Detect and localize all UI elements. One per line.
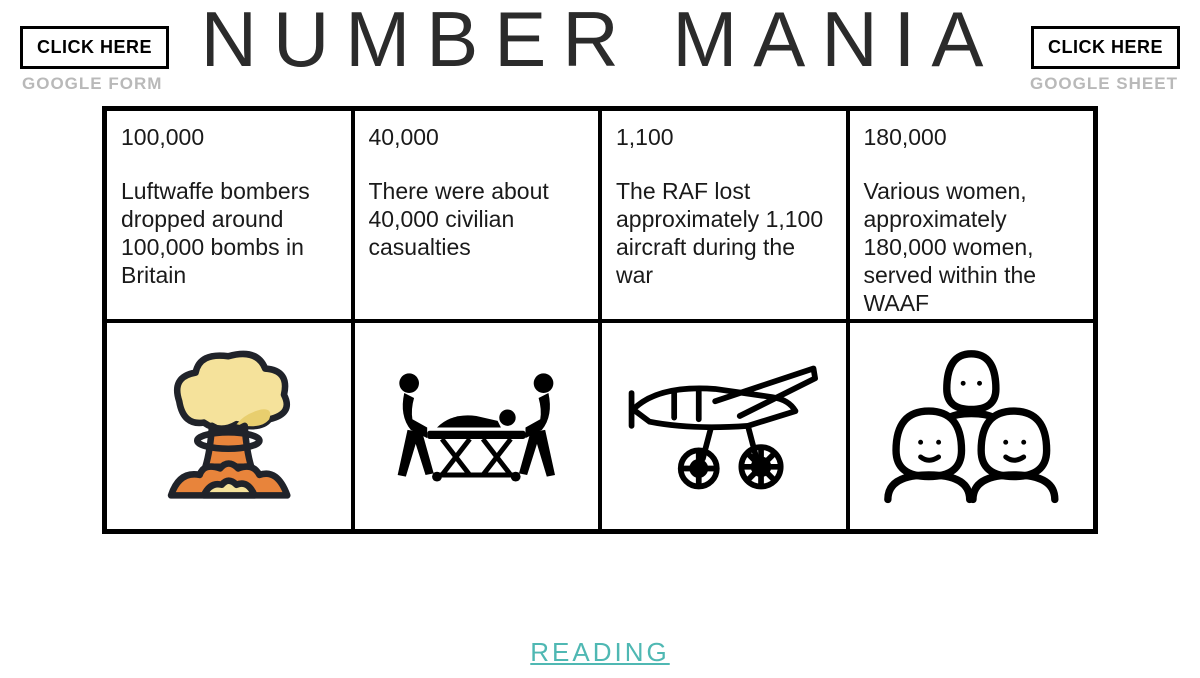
click-here-right-button[interactable]: CLICK HERE	[1031, 26, 1180, 69]
click-here-left-button[interactable]: CLICK HERE	[20, 26, 169, 69]
fact-number: 40,000	[369, 123, 585, 151]
stretcher-icon	[378, 344, 575, 508]
icon-cell-2	[353, 321, 601, 531]
fact-text: Various women, approximately 180,000 wom…	[864, 177, 1080, 317]
fact-text: There were about 40,000 civilian casualt…	[369, 177, 585, 261]
fact-cell-1: 100,000 Luftwaffe bombers dropped around…	[105, 109, 353, 321]
explosion-icon	[130, 344, 327, 508]
women-group-icon	[873, 344, 1070, 508]
fact-cell-3: 1,100 The RAF lost approximately 1,100 a…	[600, 109, 848, 321]
icon-cell-3	[600, 321, 848, 531]
google-sheet-label: GOOGLE SHEET	[1030, 74, 1178, 94]
fact-number: 180,000	[864, 123, 1080, 151]
fact-number: 1,100	[616, 123, 832, 151]
fact-cell-2: 40,000 There were about 40,000 civilian …	[353, 109, 601, 321]
fact-text: Luftwaffe bombers dropped around 100,000…	[121, 177, 337, 289]
icon-cell-4	[848, 321, 1096, 531]
fact-cell-4: 180,000 Various women, approximately 180…	[848, 109, 1096, 321]
fact-number: 100,000	[121, 123, 337, 151]
aircraft-icon	[625, 344, 822, 508]
page-title: NUMBER MANIA	[0, 0, 1200, 85]
fact-text: The RAF lost approximately 1,100 aircraf…	[616, 177, 832, 289]
reading-link-container: READING	[0, 637, 1200, 668]
facts-grid: 100,000 Luftwaffe bombers dropped around…	[102, 106, 1098, 534]
icon-cell-1	[105, 321, 353, 531]
google-form-label: GOOGLE FORM	[22, 74, 162, 94]
reading-link[interactable]: READING	[530, 637, 669, 667]
